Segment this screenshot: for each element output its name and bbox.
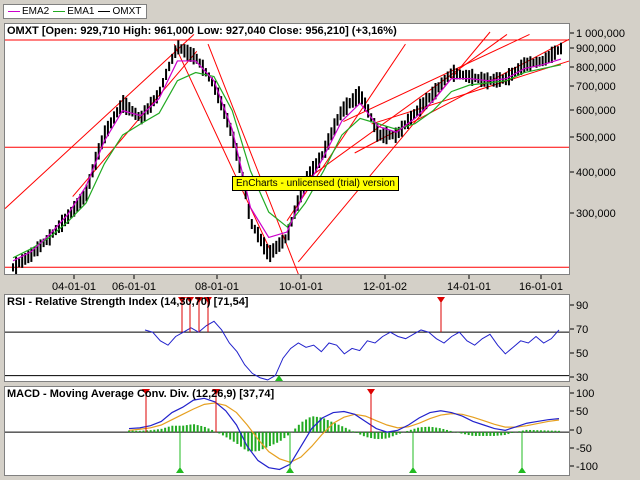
macd-panel[interactable]: MACD - Moving Average Conv. Div. (12,26,… xyxy=(4,386,570,476)
trend-line xyxy=(286,43,406,222)
legend-swatch xyxy=(98,11,111,12)
rsi-title: RSI - Relative Strength Index (14,30,70)… xyxy=(7,296,249,308)
chart-legend: EMA2 EMA1 OMXT xyxy=(3,4,147,19)
buy-signal-marker xyxy=(176,467,184,473)
rsi-line xyxy=(144,320,560,381)
sell-signal-marker xyxy=(204,297,212,303)
sell-signal-marker xyxy=(178,297,186,303)
sell-signal-marker xyxy=(437,297,445,303)
price-chart-title: OMXT [Open: 929,710 High: 961,000 Low: 9… xyxy=(7,25,397,37)
sell-signal-marker xyxy=(186,297,194,303)
sell-signal-marker xyxy=(142,389,150,395)
trial-watermark: EnCharts - unlicensed (trial) version xyxy=(232,176,399,191)
trend-line xyxy=(371,60,570,125)
legend-item-omxt: OMXT xyxy=(98,6,141,17)
legend-swatch xyxy=(53,11,66,12)
trend-line xyxy=(173,43,271,251)
sell-signal-marker xyxy=(195,297,203,303)
legend-label: OMXT xyxy=(112,6,142,17)
macd-signal-line xyxy=(128,402,560,463)
sell-signal-marker xyxy=(367,389,375,395)
price-chart-svg xyxy=(4,31,570,275)
trend-line xyxy=(343,33,530,122)
legend-label: EMA2 xyxy=(22,6,50,17)
trend-line xyxy=(4,34,195,210)
buy-signal-marker xyxy=(409,467,417,473)
sell-signal-marker xyxy=(212,389,220,395)
legend-item-ema1: EMA1 xyxy=(53,6,94,17)
legend-label: EMA1 xyxy=(67,6,95,17)
ema2-line xyxy=(12,58,562,262)
buy-signal-marker xyxy=(518,467,526,473)
price-chart-panel[interactable]: OMXT [Open: 929,710 High: 961,000 Low: 9… xyxy=(4,23,570,275)
buy-signal-marker xyxy=(275,375,283,381)
trend-line xyxy=(309,34,508,178)
legend-item-ema2: EMA2 xyxy=(8,6,49,17)
rsi-panel[interactable]: RSI - Relative Strength Index (14,30,70)… xyxy=(4,294,570,382)
macd-chart-svg xyxy=(5,389,569,473)
buy-signal-marker xyxy=(286,467,294,473)
rsi-chart-svg xyxy=(5,297,569,381)
ema1-line xyxy=(12,64,562,259)
macd-line xyxy=(128,397,560,471)
macd-title: MACD - Moving Average Conv. Div. (12,26,… xyxy=(7,388,275,400)
legend-swatch xyxy=(8,11,20,12)
